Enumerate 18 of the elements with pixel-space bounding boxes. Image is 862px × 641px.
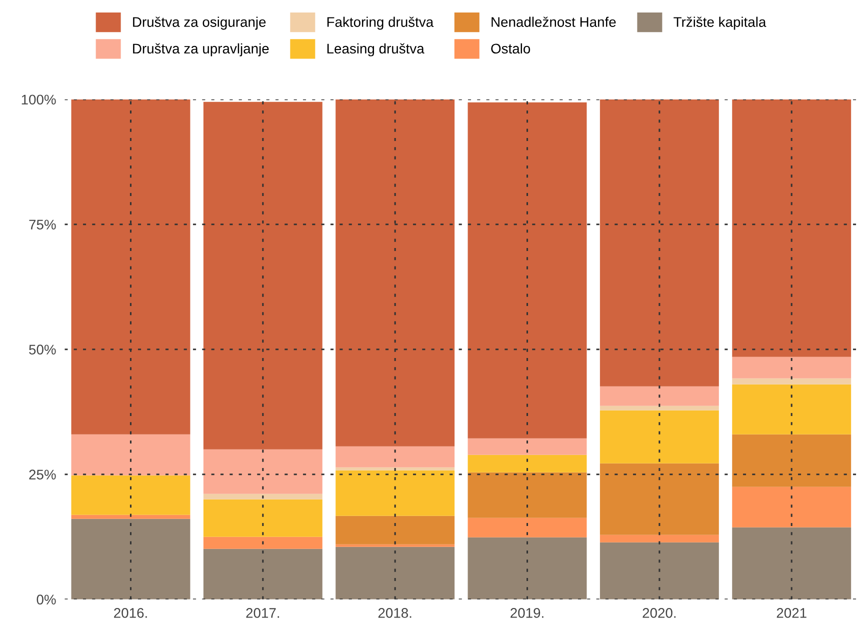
x-tick-label: 2019. <box>510 608 544 618</box>
y-tick-label: 0% <box>36 594 56 605</box>
x-tick-label: 2020. <box>642 608 676 618</box>
x-tick-label: 2018. <box>378 608 412 618</box>
x-tick-label: 2017. <box>246 608 280 618</box>
legend-label: Društva za upravljanje <box>133 43 269 56</box>
y-tick-label: 50% <box>29 344 56 355</box>
legend-label: Tržište kapitala <box>674 16 766 30</box>
legend-label: Faktoring društva <box>327 16 434 30</box>
y-tick-label: 25% <box>29 470 56 480</box>
legend-label: Društva za osiguranje <box>133 16 266 30</box>
x-tick-label: 2021 <box>776 608 806 618</box>
legend-label: Ostalo <box>491 43 530 54</box>
legend-label: Leasing društva <box>327 43 424 56</box>
y-tick-label: 100% <box>22 94 56 105</box>
x-tick-label: 2016. <box>114 608 147 618</box>
y-tick-label: 75% <box>29 220 56 230</box>
legend-label: Nenadležnost Hanfe <box>492 16 616 27</box>
